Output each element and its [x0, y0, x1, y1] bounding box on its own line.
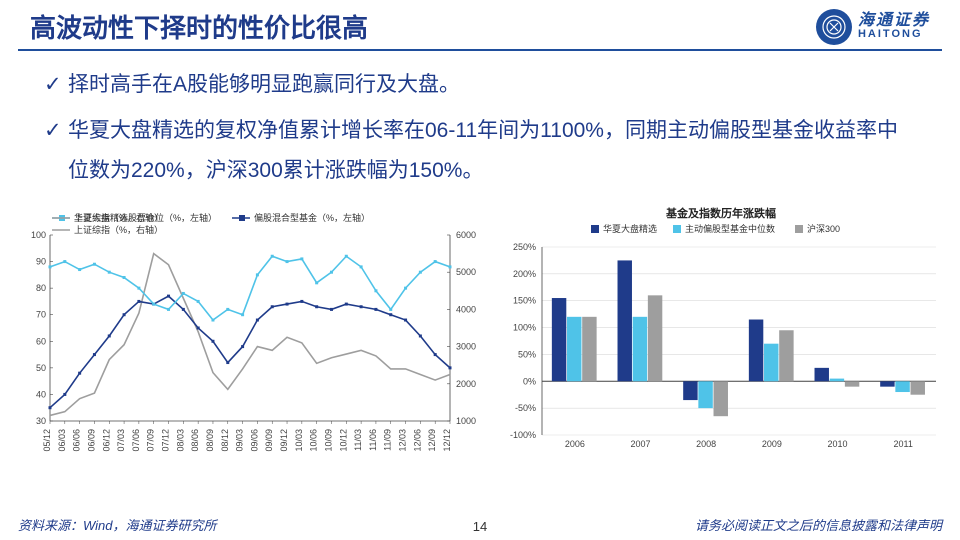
bar-chart: 基金及指数历年涨跌幅华夏大盘精选 主动偏股型基金中位数 沪深300 -100% -50%…	[496, 205, 946, 455]
svg-text:-50%: -50%	[515, 403, 536, 413]
svg-text:4000: 4000	[456, 304, 476, 314]
svg-text:2007: 2007	[630, 439, 650, 449]
svg-text:08/12: 08/12	[220, 429, 230, 452]
svg-text:2009: 2009	[762, 439, 782, 449]
svg-text:40: 40	[36, 389, 46, 399]
logo-text-en: HAITONG	[858, 29, 930, 40]
svg-text:2010: 2010	[827, 439, 847, 449]
svg-text:05/12: 05/12	[42, 429, 52, 452]
svg-text:06/06: 06/06	[72, 429, 82, 452]
svg-text:06/12: 06/12	[101, 429, 111, 452]
svg-text:11/09: 11/09	[383, 429, 393, 451]
svg-text:80: 80	[36, 283, 46, 293]
svg-text:06/03: 06/03	[57, 429, 67, 452]
svg-text:90: 90	[36, 256, 46, 266]
bullet-item: 择时高手在A股能够明显跑赢同行及大盘。	[44, 65, 916, 105]
svg-text:10/03: 10/03	[294, 429, 304, 452]
svg-text:09/03: 09/03	[235, 429, 245, 452]
svg-text:10/06: 10/06	[309, 429, 319, 452]
bullet-list: 择时高手在A股能够明显跑赢同行及大盘。 华夏大盘精选的复权净值累计增长率在06-…	[0, 51, 960, 205]
svg-text:11/03: 11/03	[353, 429, 363, 451]
svg-text:6000: 6000	[456, 230, 476, 240]
svg-text:基金及指数历年涨跌幅: 基金及指数历年涨跌幅	[665, 206, 776, 220]
svg-text:3000: 3000	[456, 341, 476, 351]
svg-text:1000: 1000	[456, 416, 476, 426]
svg-text:30: 30	[36, 416, 46, 426]
line-chart: 华夏大盘精选股票仓位（%，左轴）偏股混合型基金（%，左轴）上证综指（%，右轴）上…	[18, 205, 488, 455]
svg-text:08/06: 08/06	[190, 429, 200, 452]
footer-source: 资料来源：Wind，海通证券研究所	[18, 515, 217, 534]
svg-text:12/03: 12/03	[398, 429, 408, 452]
svg-text:10/09: 10/09	[323, 429, 333, 452]
svg-text:11/06: 11/06	[368, 429, 378, 451]
bullet-item: 华夏大盘精选的复权净值累计增长率在06-11年间为1100%，同期主动偏股型基金…	[44, 111, 916, 191]
svg-text:08/03: 08/03	[175, 429, 185, 452]
svg-text:上证综指（%，右轴）: 上证综指（%，右轴）	[74, 224, 163, 235]
svg-text:2000: 2000	[456, 378, 476, 388]
svg-text:07/03: 07/03	[116, 429, 126, 452]
svg-text:上证综指（%，右轴）: 上证综指（%，右轴）	[74, 212, 163, 223]
svg-text:08/09: 08/09	[205, 429, 215, 452]
svg-text:2011: 2011	[893, 439, 912, 449]
svg-text:-100%: -100%	[510, 430, 536, 440]
svg-text:07/06: 07/06	[131, 429, 141, 452]
svg-text:50%: 50%	[518, 349, 536, 359]
svg-text:09/06: 09/06	[249, 429, 259, 452]
svg-text:2006: 2006	[565, 439, 585, 449]
footer-disclaimer: 请务必阅读正文之后的信息披露和法律声明	[695, 515, 942, 534]
svg-text:09/09: 09/09	[264, 429, 274, 452]
svg-text:07/09: 07/09	[146, 429, 156, 452]
svg-text:主动偏股型基金中位数: 主动偏股型基金中位数	[685, 223, 775, 234]
svg-text:100: 100	[31, 230, 46, 240]
page-title: 高波动性下择时的性价比很高	[30, 8, 368, 45]
svg-text:60: 60	[36, 336, 46, 346]
svg-text:10/12: 10/12	[338, 429, 348, 452]
svg-text:12/12: 12/12	[442, 429, 452, 452]
svg-text:07/12: 07/12	[161, 429, 171, 452]
svg-text:09/12: 09/12	[279, 429, 289, 452]
svg-text:150%: 150%	[513, 295, 536, 305]
brand-logo: 海通证券 HAITONG	[816, 9, 930, 45]
page-number: 14	[473, 519, 487, 534]
svg-text:06/09: 06/09	[86, 429, 96, 452]
svg-text:华夏大盘精选: 华夏大盘精选	[603, 223, 657, 234]
svg-text:12/06: 12/06	[412, 429, 422, 452]
svg-text:0%: 0%	[523, 376, 536, 386]
svg-text:偏股混合型基金（%，左轴）: 偏股混合型基金（%，左轴）	[254, 212, 370, 223]
svg-text:沪深300: 沪深300	[807, 223, 840, 234]
svg-text:5000: 5000	[456, 267, 476, 277]
svg-text:200%: 200%	[513, 269, 536, 279]
svg-text:2008: 2008	[696, 439, 716, 449]
logo-text-cn: 海通证券	[858, 13, 930, 29]
svg-text:70: 70	[36, 309, 46, 319]
svg-text:50: 50	[36, 363, 46, 373]
svg-text:250%: 250%	[513, 242, 536, 252]
logo-icon	[816, 9, 852, 45]
svg-text:100%: 100%	[513, 322, 536, 332]
svg-text:12/09: 12/09	[427, 429, 437, 452]
